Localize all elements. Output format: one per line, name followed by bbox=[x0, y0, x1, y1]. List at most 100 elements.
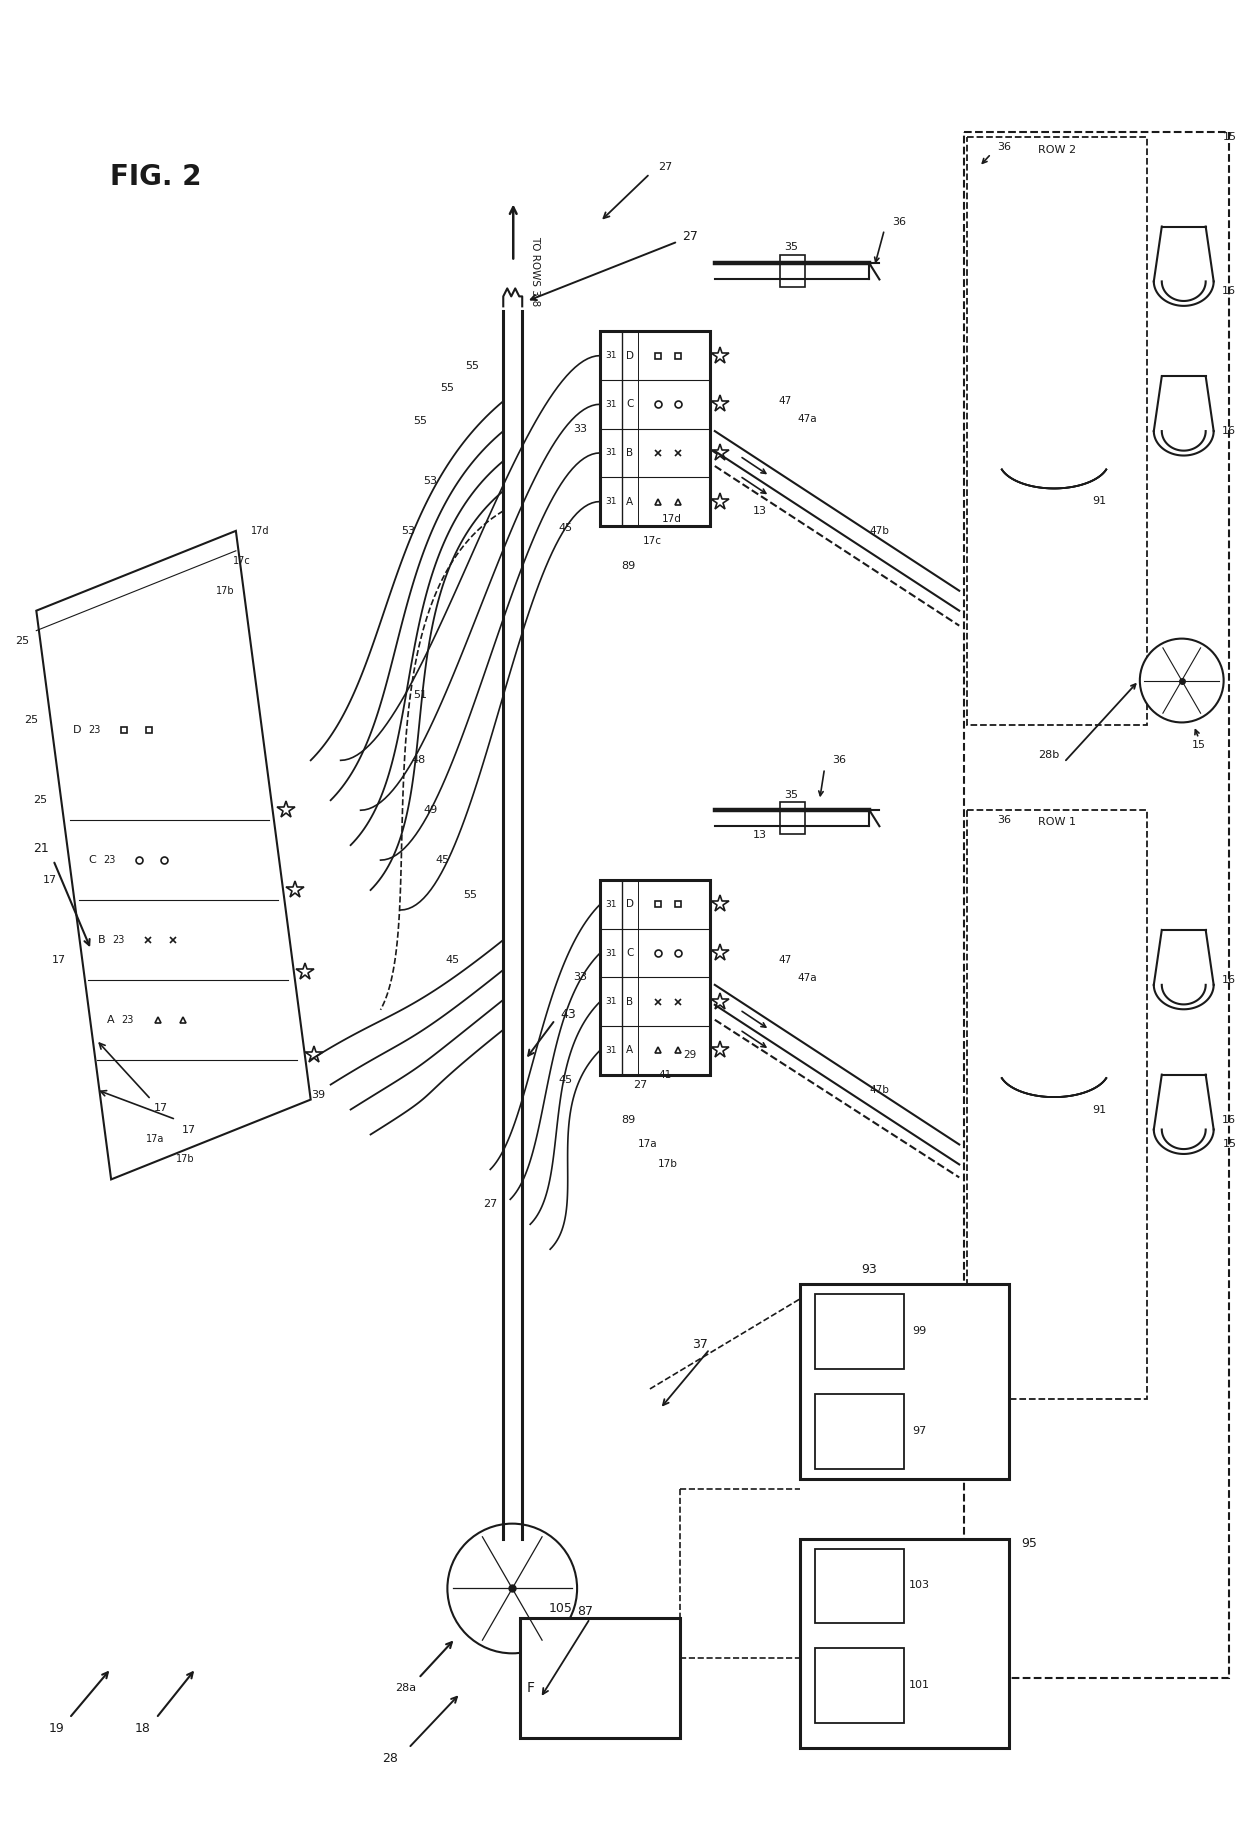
Bar bbox=[600, 880, 709, 1074]
Text: 21: 21 bbox=[33, 842, 50, 855]
Text: 15: 15 bbox=[1192, 741, 1205, 750]
Circle shape bbox=[448, 1524, 577, 1652]
Text: B: B bbox=[626, 448, 634, 458]
Text: 17: 17 bbox=[52, 955, 66, 964]
Text: 33: 33 bbox=[573, 423, 587, 434]
Text: 13: 13 bbox=[753, 831, 766, 840]
Bar bbox=[800, 1285, 1009, 1479]
Bar bbox=[967, 137, 1147, 725]
Text: 87: 87 bbox=[577, 1605, 593, 1618]
Bar bbox=[800, 1539, 1009, 1748]
Text: 16: 16 bbox=[1221, 287, 1235, 296]
Text: 105: 105 bbox=[548, 1601, 572, 1614]
Text: 17c: 17c bbox=[233, 556, 250, 565]
Text: 31: 31 bbox=[605, 1045, 616, 1054]
Text: B: B bbox=[98, 935, 105, 944]
Text: 19: 19 bbox=[48, 1722, 64, 1735]
Text: ROW 2: ROW 2 bbox=[1038, 145, 1076, 156]
Text: 36: 36 bbox=[997, 814, 1011, 825]
Text: 48: 48 bbox=[412, 756, 425, 765]
Text: B: B bbox=[626, 997, 634, 1006]
Text: 36: 36 bbox=[832, 756, 847, 765]
Text: 35: 35 bbox=[785, 791, 799, 800]
Text: 17: 17 bbox=[182, 1124, 196, 1135]
Text: C: C bbox=[88, 855, 97, 866]
Text: 16: 16 bbox=[1221, 1114, 1235, 1125]
Text: 17d: 17d bbox=[250, 525, 269, 536]
Text: 95: 95 bbox=[1021, 1537, 1037, 1550]
Text: 45: 45 bbox=[558, 1074, 572, 1085]
Text: 27: 27 bbox=[682, 231, 698, 243]
Text: 55: 55 bbox=[464, 889, 477, 900]
Text: 43: 43 bbox=[560, 1008, 577, 1021]
Text: 27: 27 bbox=[657, 161, 672, 172]
Text: 27: 27 bbox=[632, 1080, 647, 1089]
Text: 17b: 17b bbox=[658, 1160, 678, 1169]
Text: 36: 36 bbox=[997, 141, 1011, 152]
Text: F: F bbox=[526, 1682, 534, 1695]
Text: 53: 53 bbox=[423, 476, 438, 487]
Text: 28b: 28b bbox=[1038, 750, 1060, 759]
Text: A: A bbox=[107, 1016, 114, 1025]
Text: 23: 23 bbox=[103, 855, 115, 866]
Text: 23: 23 bbox=[113, 935, 125, 944]
Text: 13: 13 bbox=[753, 505, 766, 516]
Text: 17: 17 bbox=[154, 1102, 169, 1113]
Text: 91: 91 bbox=[1092, 1105, 1106, 1114]
Text: 51: 51 bbox=[413, 690, 428, 701]
Text: 45: 45 bbox=[435, 855, 449, 866]
Text: 47a: 47a bbox=[797, 974, 817, 983]
Text: 31: 31 bbox=[605, 448, 616, 458]
Text: 47: 47 bbox=[777, 955, 791, 964]
Text: 36: 36 bbox=[893, 216, 906, 227]
Text: 17b: 17b bbox=[176, 1155, 195, 1164]
Text: 89: 89 bbox=[621, 560, 635, 571]
Text: 16: 16 bbox=[1221, 975, 1235, 985]
Text: 47b: 47b bbox=[869, 525, 889, 536]
Text: 103: 103 bbox=[909, 1581, 930, 1590]
Text: 45: 45 bbox=[558, 523, 572, 533]
Text: 53: 53 bbox=[402, 525, 415, 536]
Bar bbox=[815, 1548, 904, 1623]
Text: D: D bbox=[626, 899, 634, 910]
Text: C: C bbox=[626, 399, 634, 410]
Text: 55: 55 bbox=[465, 361, 480, 371]
Text: 31: 31 bbox=[605, 948, 616, 957]
Text: C: C bbox=[626, 948, 634, 959]
Text: 89: 89 bbox=[621, 1114, 635, 1125]
Text: 91: 91 bbox=[1092, 496, 1106, 505]
Text: 18: 18 bbox=[135, 1722, 151, 1735]
Text: 15: 15 bbox=[1223, 132, 1236, 141]
Text: 17: 17 bbox=[42, 875, 57, 886]
Text: 101: 101 bbox=[909, 1680, 930, 1691]
Text: 17d: 17d bbox=[662, 514, 682, 523]
Text: 31: 31 bbox=[605, 997, 616, 1006]
Text: 28: 28 bbox=[383, 1751, 398, 1764]
Text: 23: 23 bbox=[88, 725, 100, 736]
Text: ROW 1: ROW 1 bbox=[1038, 818, 1076, 827]
Text: 45: 45 bbox=[445, 955, 460, 964]
Text: 31: 31 bbox=[605, 399, 616, 408]
Text: A: A bbox=[626, 1045, 634, 1056]
Text: 25: 25 bbox=[24, 716, 38, 725]
Text: 25: 25 bbox=[15, 635, 29, 646]
Circle shape bbox=[1140, 639, 1224, 723]
Text: 99: 99 bbox=[913, 1327, 926, 1336]
Text: 31: 31 bbox=[605, 498, 616, 507]
Text: 93: 93 bbox=[862, 1263, 878, 1276]
Text: 17a: 17a bbox=[146, 1135, 165, 1144]
Bar bbox=[965, 132, 1229, 1678]
Text: 16: 16 bbox=[1221, 426, 1235, 436]
Text: 28a: 28a bbox=[394, 1684, 417, 1693]
Text: 39: 39 bbox=[311, 1089, 325, 1100]
Text: 15: 15 bbox=[1223, 1140, 1236, 1149]
Text: 41: 41 bbox=[658, 1071, 672, 1080]
Text: 47b: 47b bbox=[869, 1085, 889, 1094]
Text: 23: 23 bbox=[122, 1016, 134, 1025]
Text: 35: 35 bbox=[785, 242, 799, 251]
Text: FIG. 2: FIG. 2 bbox=[110, 163, 202, 190]
Bar bbox=[600, 331, 709, 525]
Bar bbox=[967, 811, 1147, 1398]
Text: 47a: 47a bbox=[797, 414, 817, 425]
Text: 55: 55 bbox=[413, 415, 428, 426]
